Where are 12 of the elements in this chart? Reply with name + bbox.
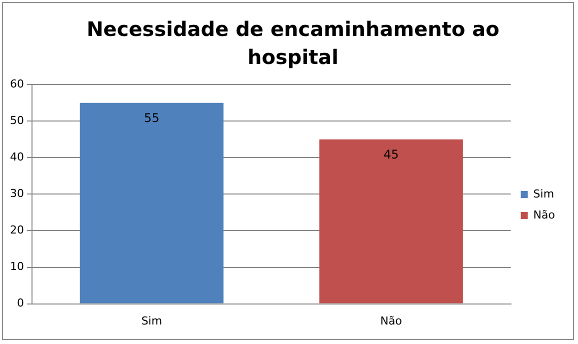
y-tick-label: 40 [10, 150, 24, 164]
y-tick-label: 30 [10, 187, 24, 200]
chart-title: Necessidade de encaminhamento ao hospital [86, 16, 500, 71]
y-tick-label: 50 [10, 114, 24, 127]
y-tick-label: 20 [10, 224, 24, 237]
y-tick-label: 0 [16, 296, 24, 310]
y-tick-label: 10 [10, 260, 24, 274]
data-label: 55 [144, 110, 160, 125]
y-tick-label: 60 [10, 77, 24, 90]
legend-label: Não [533, 208, 556, 222]
data-label: 45 [383, 148, 399, 162]
legend-label: Sim [533, 187, 554, 200]
